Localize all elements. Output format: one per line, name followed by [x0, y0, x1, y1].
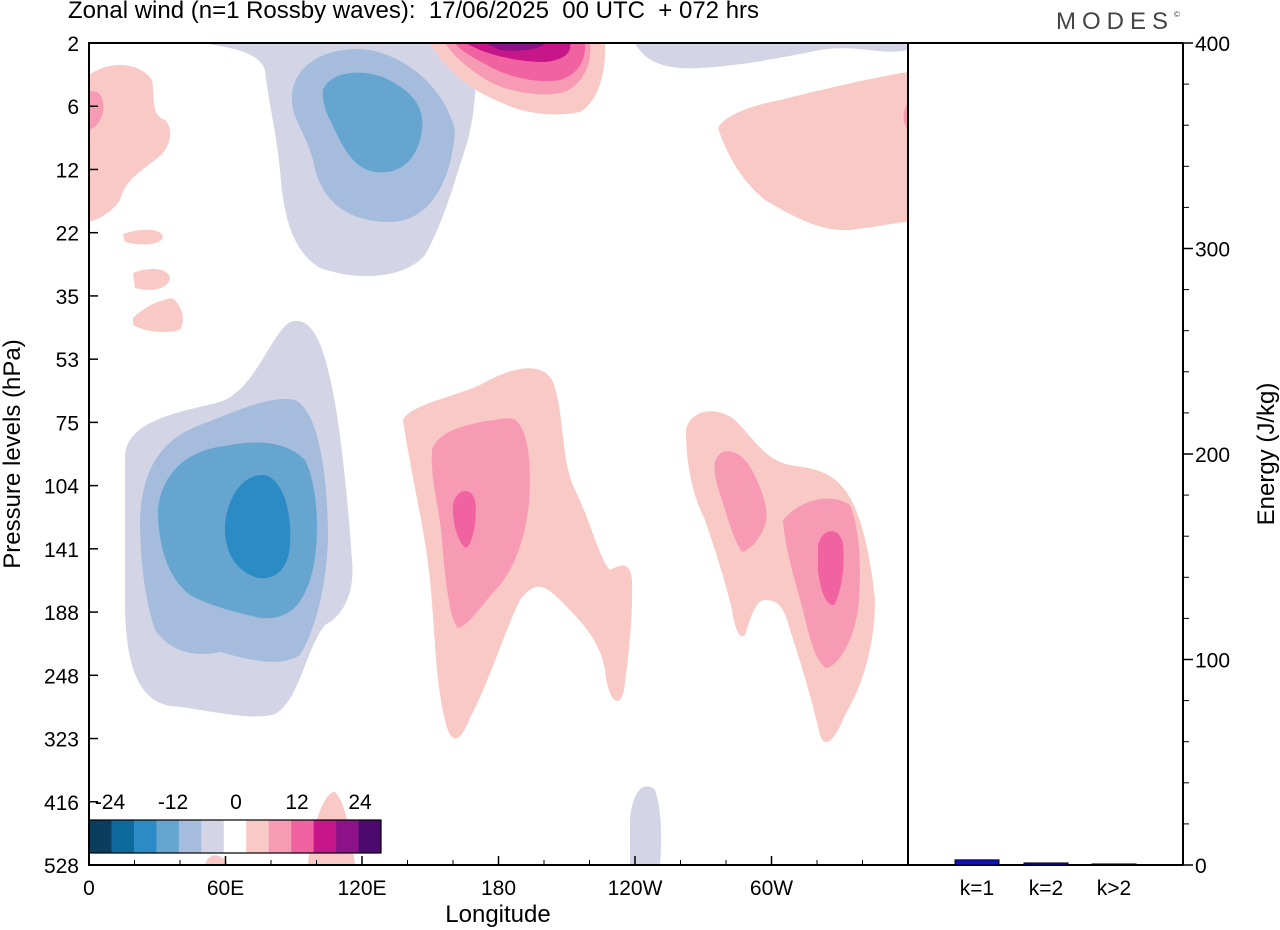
y-tick-label: 22	[56, 223, 79, 246]
contour-top-positive	[430, 43, 606, 115]
colorbar-swatch	[111, 820, 135, 853]
energy-tick-label: 300	[1195, 239, 1230, 262]
y-tick-label: 75	[56, 412, 79, 435]
colorbar-swatch	[358, 820, 382, 853]
y-tick-label: 188	[44, 602, 79, 625]
y-tick-label: 528	[44, 855, 79, 878]
contour-lower-left-negative	[125, 320, 353, 717]
colorbar-label: 24	[348, 791, 372, 814]
contour-top-right-negative	[635, 43, 908, 69]
y-tick-label: 2	[67, 33, 79, 56]
y-tick-label: 416	[44, 792, 79, 815]
x-tick-label: 120E	[337, 877, 386, 900]
colorbar-swatch	[246, 820, 269, 853]
modes-logo: MODES©	[1056, 8, 1180, 35]
colorbar-swatch	[336, 820, 359, 853]
contour-upper-negative	[200, 43, 476, 277]
bar-panel: 0 100 200 300 400 Energy (J/kg) k=1 k=2 k>2	[907, 33, 1280, 900]
x-axis-label: Longitude	[445, 901, 550, 928]
contour-upper-left-positive	[89, 64, 183, 333]
colorbar-swatch	[89, 820, 112, 853]
contour-field	[89, 43, 908, 865]
energy-tick-label: 0	[1195, 855, 1207, 878]
colorbar-label: -24	[95, 791, 126, 814]
energy-bar	[954, 859, 1000, 866]
chart-title: Zonal wind (n=1 Rossby waves): 17/06/202…	[68, 0, 760, 24]
x-tick-label: 180	[481, 877, 516, 900]
contour-upper-right-positive	[718, 72, 908, 231]
y-tick-label: 6	[67, 96, 79, 119]
contour-bottom-negative	[630, 786, 662, 865]
y-tick-label: 248	[44, 665, 79, 688]
colorbar-swatch	[178, 820, 202, 853]
colorbar-label: 0	[230, 791, 242, 814]
colorbar-swatch	[313, 820, 337, 853]
colorbar-label: 12	[285, 791, 308, 814]
bar-category-label: k=2	[1029, 877, 1063, 900]
colorbar-swatch	[201, 820, 225, 853]
colorbar-swatch	[156, 820, 180, 853]
heatmap-axes: 0 60E 120E 180 120W 60W Longitude 2 6 12 22 35 53 75 1…	[0, 33, 909, 928]
x-tick-label: 60E	[207, 877, 244, 900]
energy-bar	[1091, 863, 1137, 866]
contour-center-positive	[403, 368, 633, 739]
contour-bottom-positive-1	[205, 855, 228, 865]
x-tick-label: 120W	[608, 877, 663, 900]
colorbar-label: -12	[158, 791, 188, 814]
energy-axis-label: Energy (J/kg)	[1253, 383, 1280, 526]
contour-lower-right-positive	[686, 411, 875, 743]
colorbar-swatch	[291, 820, 314, 853]
x-tick-label: 0	[83, 877, 95, 900]
colorbar-swatch	[223, 820, 247, 853]
energy-bar	[1023, 862, 1069, 866]
energy-tick-label: 200	[1195, 444, 1230, 467]
colorbar: -24 -12 0 12 24	[88, 791, 382, 854]
y-axis-label: Pressure levels (hPa)	[0, 339, 26, 568]
colorbar-swatch	[268, 820, 292, 853]
y-tick-label: 53	[56, 349, 79, 372]
y-tick-label: 12	[56, 159, 79, 182]
bar-category-label: k>2	[1097, 877, 1131, 900]
y-tick-label: 35	[56, 286, 79, 309]
colorbar-swatch	[133, 820, 157, 853]
y-tick-label: 323	[44, 729, 79, 752]
y-tick-label: 141	[44, 539, 79, 562]
energy-tick-label: 400	[1195, 33, 1230, 56]
bar-category-label: k=1	[960, 877, 994, 900]
y-tick-label: 104	[44, 476, 79, 499]
x-tick-label: 60W	[750, 877, 793, 900]
energy-tick-label: 100	[1195, 650, 1230, 673]
